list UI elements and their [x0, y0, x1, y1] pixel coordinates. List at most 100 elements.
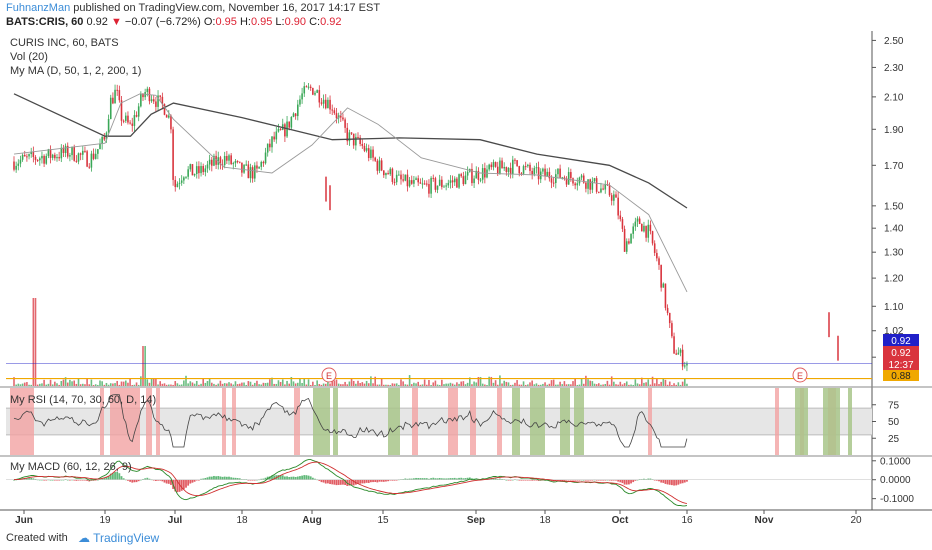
- candle-body: [385, 173, 387, 176]
- volume-bar: [518, 384, 521, 386]
- macd-histogram-bar: [621, 479, 624, 484]
- macd-histogram-bar: [587, 479, 589, 481]
- earnings-marker-nov-text: E: [797, 371, 803, 381]
- candle-body: [316, 90, 318, 93]
- macd-histogram-bar: [236, 478, 239, 480]
- macd-histogram-bar: [507, 479, 510, 481]
- chart-area[interactable]: 2.50 2.30 2.10 1.90 1.70 1.50 1.40 1.30 1.20 1.10…: [0, 31, 932, 529]
- candle-body: [512, 159, 514, 175]
- volume-bar: [684, 378, 686, 386]
- low-label: L:: [275, 16, 285, 28]
- volume-bar: [475, 382, 478, 386]
- volume-bar: [312, 381, 314, 386]
- macd-histogram-bar: [49, 479, 52, 481]
- volume-bar: [202, 378, 204, 386]
- candle-body: [301, 93, 303, 100]
- candle-body: [277, 128, 280, 132]
- macd-histogram-bar: [423, 478, 426, 480]
- volume-bar: [408, 375, 411, 386]
- candle-body: [266, 143, 269, 153]
- macd-histogram-bar: [675, 479, 678, 486]
- volume-bar: [350, 378, 353, 386]
- candle-body: [359, 137, 361, 144]
- macd-histogram-bar: [284, 476, 286, 480]
- volume-bar: [675, 384, 677, 386]
- earnings-marker-aug[interactable]: [321, 367, 337, 383]
- macd-histogram-bar: [120, 476, 123, 480]
- macd-histogram-bar: [559, 479, 561, 481]
- volume-bar: [45, 384, 48, 386]
- volume-bar: [208, 378, 211, 386]
- last-price-badge-blue: [883, 334, 919, 346]
- volume-bar: [587, 379, 589, 386]
- macd-histogram-bar: [440, 478, 443, 480]
- macd-histogram-bar: [391, 479, 394, 481]
- candle-body: [49, 149, 52, 158]
- price-tick-label: 1.50: [884, 201, 904, 212]
- volume-bar: [200, 383, 202, 386]
- macd-histogram-bar: [230, 477, 233, 480]
- volume-bar: [490, 376, 493, 386]
- macd-histogram-bar: [112, 473, 114, 480]
- candle-body: [365, 148, 368, 151]
- volume-bar: [251, 384, 254, 386]
- macd-histogram-bar: [361, 479, 364, 484]
- candle-body: [198, 166, 200, 174]
- volume-bar: [595, 384, 598, 386]
- candle-body: [372, 149, 374, 158]
- tradingview-logo[interactable]: ☁ TradingView: [78, 531, 159, 545]
- volume-bar: [249, 381, 252, 386]
- volume-bar: [423, 379, 426, 386]
- volume-bar: [142, 346, 144, 386]
- volume-bar: [105, 382, 108, 386]
- macd-histogram-bar: [681, 479, 684, 484]
- volume-bar: [236, 384, 239, 386]
- legend-rsi: My RSI (14, 70, 30, 60, D, 14): [10, 394, 156, 406]
- macd-histogram-bar: [251, 479, 254, 481]
- candle-body: [638, 218, 641, 224]
- macd-histogram-bar: [249, 479, 252, 481]
- macd-histogram-bar: [428, 478, 430, 480]
- candle-body: [514, 159, 516, 161]
- macd-histogram-bar: [524, 479, 527, 481]
- candle-body: [490, 164, 493, 168]
- macd-histogram-bar: [660, 479, 663, 483]
- volume-bar: [116, 380, 118, 386]
- macd-histogram-bar: [468, 477, 471, 480]
- macd-histogram-bar: [438, 477, 441, 480]
- rsi-red-zone-8: [412, 388, 418, 455]
- candle-body: [245, 164, 247, 166]
- volume-bar: [602, 384, 604, 386]
- time-tick-label: Oct: [612, 515, 629, 526]
- candle-body: [284, 124, 286, 137]
- volume-bar: [262, 382, 265, 386]
- chart-svg[interactable]: 2.50 2.30 2.10 1.90 1.70 1.50 1.40 1.30 1.20 1.10…: [0, 31, 932, 529]
- candle-body: [666, 307, 669, 313]
- volume-bar: [329, 383, 331, 386]
- author-link[interactable]: FuhnanzMan: [6, 2, 71, 14]
- candle-body: [69, 155, 71, 157]
- time-tick-label: Sep: [467, 515, 485, 526]
- volume-bar: [178, 384, 181, 386]
- candle-body: [299, 99, 301, 105]
- candle-body: [322, 99, 325, 104]
- candle-body: [342, 117, 344, 120]
- macd-histogram-bar: [148, 478, 151, 480]
- candle-body: [582, 175, 585, 183]
- candle-body: [195, 166, 198, 175]
- candle-body: [438, 179, 441, 186]
- macd-tick-label: -0.1000: [880, 494, 914, 505]
- earnings-marker-nov[interactable]: [792, 367, 808, 383]
- volume-bar: [165, 384, 168, 386]
- volume-bar: [62, 379, 65, 386]
- volume-bar: [479, 377, 482, 386]
- volume-bar: [473, 381, 475, 386]
- volume-bar: [193, 383, 196, 386]
- volume-bar: [168, 384, 170, 386]
- macd-histogram-bar: [329, 479, 331, 485]
- macd-histogram-bar: [301, 475, 303, 480]
- candle-body: [249, 167, 252, 179]
- candle-body: [56, 157, 58, 159]
- volume-bar: [604, 383, 607, 386]
- candle-body: [374, 157, 376, 161]
